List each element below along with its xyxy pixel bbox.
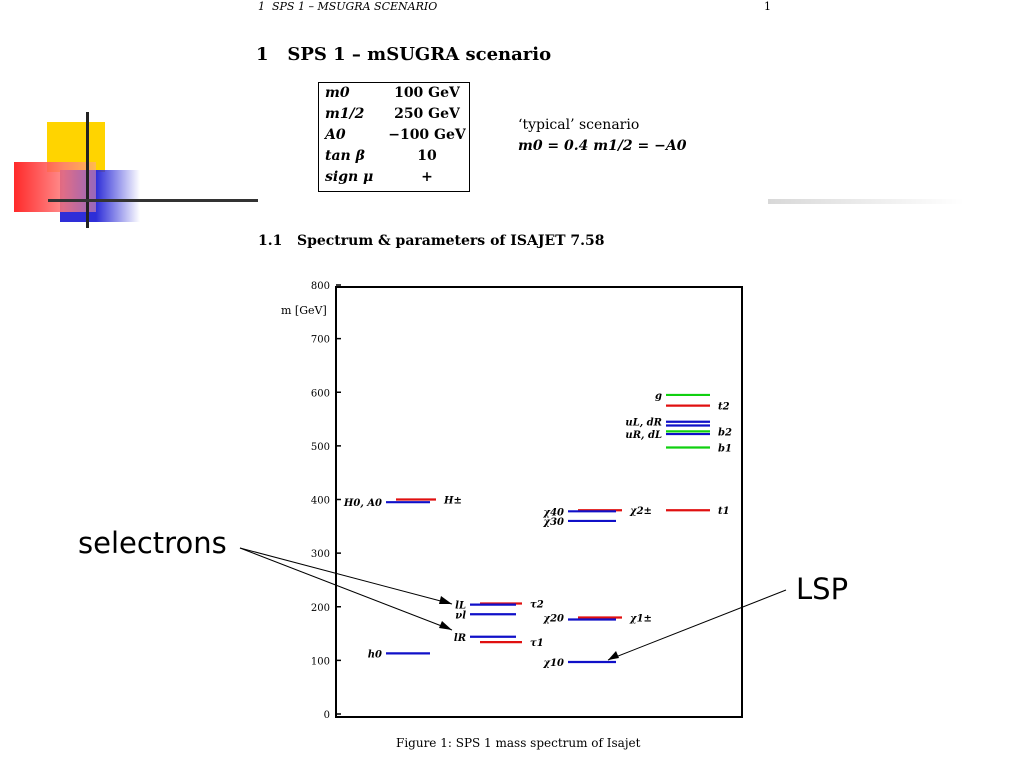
- y-tick-label: 500: [311, 442, 330, 453]
- parameter-row: m1/2 250 GeV: [325, 106, 467, 126]
- level-label: χ2±: [629, 506, 652, 517]
- y-tick-label: 200: [311, 603, 330, 614]
- plot-frame: [335, 286, 743, 718]
- y-tick-label: 300: [311, 549, 330, 560]
- level-label: χ20: [543, 613, 565, 624]
- level-label: t1: [718, 506, 730, 517]
- level-label: χ40: [543, 507, 565, 518]
- selectrons-arrow-2: [239, 547, 453, 631]
- y-axis-label: m [GeV]: [281, 304, 327, 317]
- level-label: g: [655, 391, 662, 402]
- selectrons-callout: selectrons: [78, 526, 227, 560]
- parameter-value: 100 GeV: [394, 85, 460, 101]
- parameter-name: tan β: [325, 148, 365, 164]
- subsection-title: 1.1 Spectrum & parameters of ISAJET 7.58: [258, 233, 605, 249]
- parameter-table: m0 100 GeV m1/2 250 GeV A0 −100 GeV tan …: [318, 82, 470, 192]
- level-label: b1: [718, 443, 732, 454]
- level-label: χ10: [543, 658, 565, 669]
- scenario-formula: m0 = 0.4 m1/2 = −A0: [518, 138, 687, 154]
- level-label: uL, dR: [625, 418, 662, 429]
- parameter-row: sign μ +: [325, 169, 467, 189]
- parameter-name: m1/2: [325, 106, 365, 122]
- parameter-row: m0 100 GeV: [325, 85, 467, 105]
- parameter-row: A0 −100 GeV: [325, 127, 467, 147]
- callout-arrows: [239, 547, 787, 661]
- y-tick-label: 400: [311, 496, 330, 507]
- level-label: lL: [455, 601, 466, 612]
- level-label: uR, dL: [625, 430, 662, 441]
- lsp-arrow: [607, 589, 787, 661]
- y-tick-label: 700: [311, 335, 330, 346]
- section-title: 1 SPS 1 – mSUGRA scenario: [256, 44, 552, 65]
- selectrons-arrowhead-1: [439, 596, 452, 604]
- vertical-line-decoration: [86, 112, 89, 228]
- scenario-label: ‘typical’ scenario: [518, 117, 640, 133]
- figure-caption: Figure 1: SPS 1 mass spectrum of Isajet: [396, 736, 641, 750]
- level-label: τ2: [530, 600, 544, 611]
- arrow-heads: [439, 596, 619, 660]
- selectrons-arrow-1: [239, 547, 453, 605]
- level-label: νl: [455, 610, 466, 621]
- running-head: 1 SPS 1 – MSUGRA SCENARIO: [258, 0, 438, 13]
- lsp-arrowhead: [608, 651, 619, 660]
- right-rule-decoration: [768, 199, 964, 204]
- level-label: χ1±: [629, 613, 652, 624]
- y-tick-label: 100: [311, 656, 330, 667]
- y-tick-label: 800: [311, 281, 330, 292]
- red-square-decoration: [14, 162, 96, 212]
- level-label: b2: [718, 427, 732, 438]
- level-label: H0, A0: [343, 498, 382, 509]
- level-label: t2: [718, 402, 730, 413]
- parameter-value: 10: [417, 148, 437, 164]
- y-axis-ticks: 0 100 200 300 400 500 600 700 800: [311, 281, 341, 721]
- level-label: h0: [368, 649, 382, 660]
- parameter-name: m0: [325, 85, 350, 101]
- parameter-value: −100 GeV: [388, 127, 466, 143]
- y-tick-label: 0: [324, 710, 330, 721]
- page-number: 1: [764, 0, 771, 13]
- lsp-callout: LSP: [796, 572, 849, 606]
- selectrons-arrowhead-2: [439, 621, 452, 630]
- parameter-name: A0: [325, 127, 346, 143]
- level-label: lR: [454, 633, 466, 644]
- parameter-row: tan β 10: [325, 148, 467, 168]
- y-tick-label: 600: [311, 388, 330, 399]
- parameter-value: +: [421, 169, 433, 185]
- parameter-name: sign μ: [325, 169, 374, 185]
- horizontal-line-decoration: [48, 199, 258, 202]
- level-label: H±: [443, 496, 462, 507]
- parameter-value: 250 GeV: [394, 106, 460, 122]
- level-label: χ30: [543, 517, 565, 528]
- level-label: τ1: [530, 638, 544, 649]
